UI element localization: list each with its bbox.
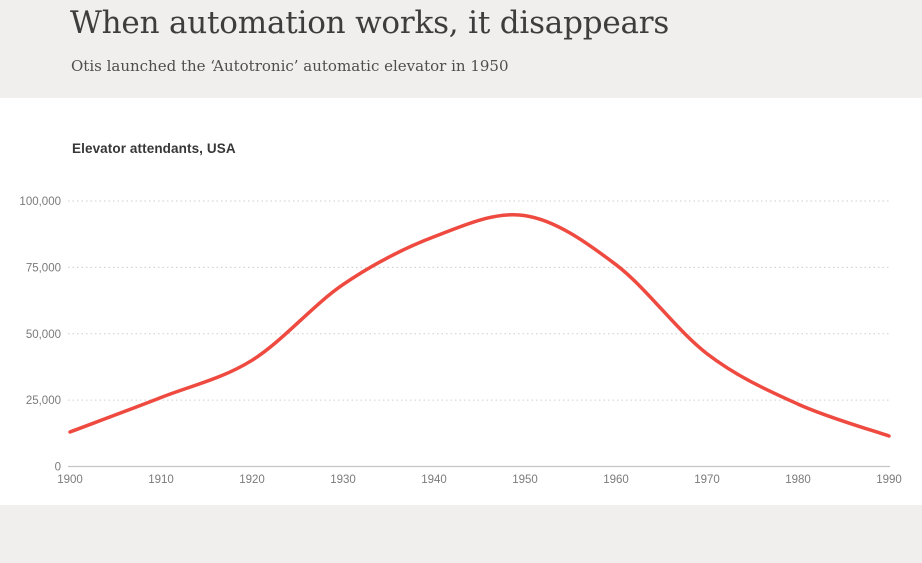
y-tick-label: 0 — [55, 462, 61, 474]
header-band: When automation works, it disappears Oti… — [0, 0, 922, 98]
x-tick-label: 1940 — [421, 474, 447, 486]
x-tick-label: 1990 — [876, 474, 902, 486]
x-tick-label: 1920 — [239, 474, 265, 486]
x-tick-label: 1970 — [694, 474, 720, 486]
y-tick-label: 25,000 — [26, 395, 61, 407]
x-tick-label: 1980 — [785, 474, 811, 486]
chart-title: Elevator attendants, USA — [72, 141, 236, 156]
data-line-elevator-attendants — [68, 213, 891, 438]
x-tick-label: 1950 — [512, 474, 538, 486]
footer-band: Source: US Census Benedict Evans -- Nove… — [0, 505, 922, 563]
y-tick-label: 100,000 — [19, 196, 61, 208]
x-tick-label: 1900 — [57, 474, 83, 486]
x-tick-label: 1960 — [603, 474, 629, 486]
y-tick-label: 75,000 — [26, 262, 61, 274]
slide-title: When automation works, it disappears — [70, 5, 670, 41]
x-tick-label: 1910 — [148, 474, 174, 486]
x-tick-label: 1930 — [330, 474, 356, 486]
slide-subtitle: Otis launched the ‘Autotronic’ automatic… — [71, 57, 509, 75]
y-tick-label: 50,000 — [26, 329, 61, 341]
